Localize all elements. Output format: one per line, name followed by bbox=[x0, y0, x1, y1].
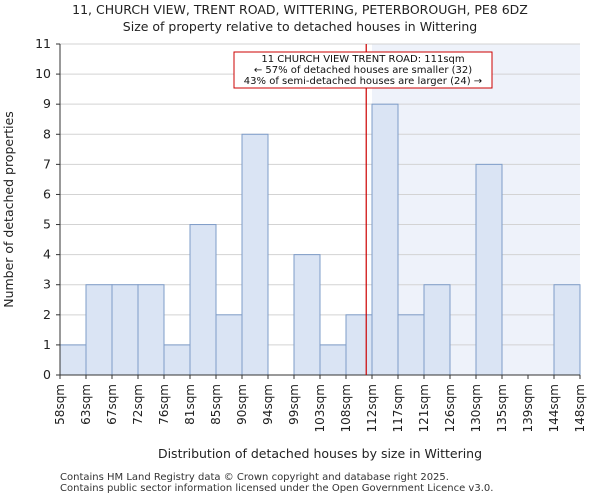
histogram-bar bbox=[475, 163, 503, 376]
histogram-bar bbox=[215, 314, 243, 376]
x-tick-label: 81sqm bbox=[183, 384, 197, 425]
y-tick-label: 6 bbox=[43, 186, 51, 201]
x-tick-label: 58sqm bbox=[53, 384, 67, 425]
chart-title-address: 11, CHURCH VIEW, TRENT ROAD, WITTERING, … bbox=[72, 2, 528, 17]
x-tick-label: 135sqm bbox=[495, 384, 509, 432]
y-tick-label: 2 bbox=[43, 307, 51, 322]
x-tick-label: 126sqm bbox=[443, 384, 457, 432]
annotation-line2: ← 57% of detached houses are smaller (32… bbox=[254, 65, 472, 76]
y-tick-label: 8 bbox=[43, 126, 51, 141]
y-tick-label: 11 bbox=[35, 36, 51, 51]
x-tick-label: 121sqm bbox=[417, 384, 431, 432]
x-tick-label: 139sqm bbox=[521, 384, 535, 432]
histogram-bar bbox=[59, 344, 87, 376]
histogram-bar bbox=[137, 284, 165, 376]
histogram-bar bbox=[319, 344, 347, 376]
x-tick-label: 76sqm bbox=[157, 384, 171, 425]
y-tick-label: 4 bbox=[43, 247, 51, 262]
x-tick-label: 99sqm bbox=[287, 384, 301, 425]
annotation-line3: 43% of semi-detached houses are larger (… bbox=[244, 76, 482, 87]
histogram-bar bbox=[553, 284, 581, 376]
histogram-bar bbox=[345, 314, 373, 376]
x-axis-label: Distribution of detached houses by size … bbox=[158, 446, 482, 461]
histogram-bar bbox=[163, 344, 191, 376]
annotation-box bbox=[233, 51, 493, 89]
chart-subtitle: Size of property relative to detached ho… bbox=[122, 19, 478, 34]
y-tick-label: 7 bbox=[43, 156, 51, 171]
y-tick-label: 0 bbox=[43, 367, 51, 382]
x-tick-label: 67sqm bbox=[105, 384, 119, 425]
histogram-bar bbox=[371, 103, 399, 376]
x-tick-label: 117sqm bbox=[391, 384, 405, 432]
annotation-line1: 11 CHURCH VIEW TRENT ROAD: 111sqm bbox=[261, 54, 464, 65]
x-tick-label: 94sqm bbox=[261, 384, 275, 425]
x-tick-label: 112sqm bbox=[365, 384, 379, 432]
footer-copyright: Contains HM Land Registry data © Crown c… bbox=[60, 472, 449, 483]
x-tick-label: 90sqm bbox=[235, 384, 249, 425]
y-axis-label: Number of detached properties bbox=[1, 111, 16, 308]
histogram-bar bbox=[423, 284, 451, 376]
y-tick-label: 1 bbox=[43, 337, 51, 352]
x-tick-label: 144sqm bbox=[547, 384, 561, 432]
x-tick-label: 85sqm bbox=[209, 384, 223, 425]
histogram-bar bbox=[111, 284, 139, 376]
y-tick-label: 5 bbox=[43, 217, 51, 232]
x-tick-label: 108sqm bbox=[339, 384, 353, 432]
y-tick-label: 3 bbox=[43, 277, 51, 292]
x-tick-label: 103sqm bbox=[313, 384, 327, 432]
x-tick-label: 72sqm bbox=[131, 384, 145, 425]
x-tick-label: 148sqm bbox=[573, 384, 587, 432]
histogram-bar bbox=[397, 314, 425, 376]
histogram-bar bbox=[189, 224, 217, 376]
x-tick-label: 130sqm bbox=[469, 384, 483, 432]
footer-licence: Contains public sector information licen… bbox=[60, 483, 494, 494]
histogram-bar bbox=[293, 254, 321, 376]
histogram-bar bbox=[241, 133, 269, 376]
histogram-bar bbox=[85, 284, 113, 376]
y-tick-label: 9 bbox=[43, 96, 51, 111]
x-tick-label: 63sqm bbox=[79, 384, 93, 425]
y-tick-label: 10 bbox=[35, 66, 51, 81]
